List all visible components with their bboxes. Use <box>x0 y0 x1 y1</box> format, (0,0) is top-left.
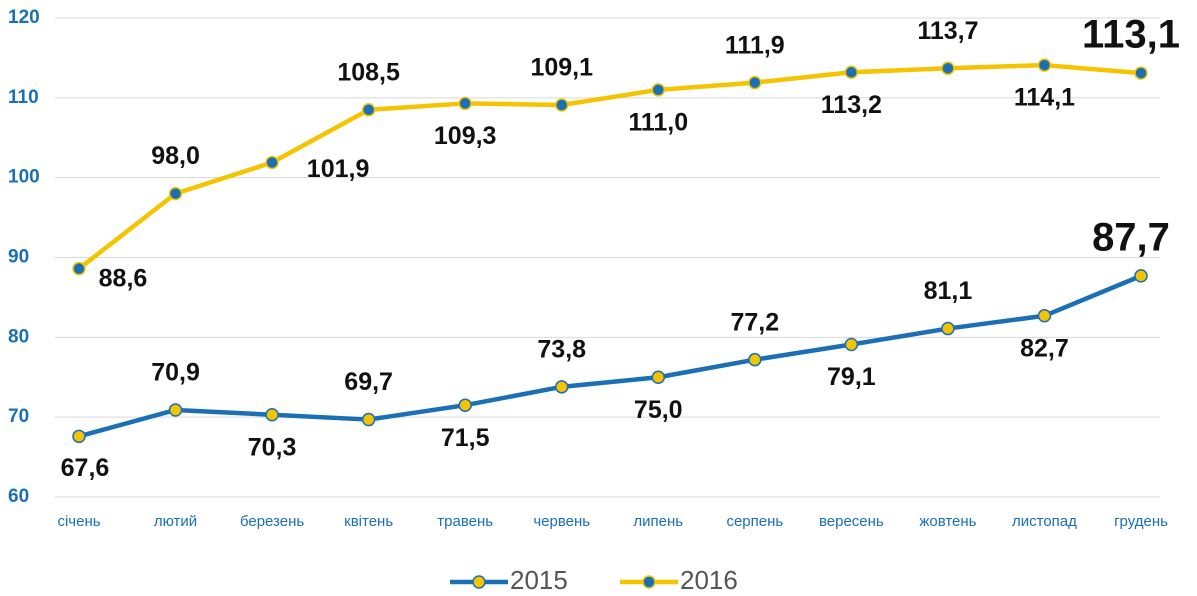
marker <box>748 75 762 90</box>
data-label: 111,9 <box>725 31 785 59</box>
legend-label: 2016 <box>680 565 738 595</box>
y-tick-label: 70 <box>8 406 29 427</box>
marker <box>554 380 569 394</box>
data-label: 75,0 <box>634 396 683 424</box>
y-tick-label: 120 <box>8 7 40 28</box>
y-tick-label: 80 <box>8 326 29 347</box>
y-tick-label: 110 <box>8 87 39 108</box>
data-label: 69,7 <box>344 368 393 396</box>
marker <box>844 65 859 80</box>
x-tick-label: січень <box>57 513 100 530</box>
x-tick-label: листопад <box>1012 513 1077 530</box>
marker <box>1037 58 1052 72</box>
data-label: 67,6 <box>61 454 110 482</box>
data-label: 87,7 <box>1092 215 1170 259</box>
x-tick-label: березень <box>240 513 304 530</box>
marker <box>1134 269 1148 283</box>
data-label: 79,1 <box>827 363 876 391</box>
x-tick-label: квітень <box>344 513 393 530</box>
data-label: 113,1 <box>1082 13 1180 57</box>
x-tick-label: червень <box>533 513 590 530</box>
data-label: 101,9 <box>307 155 370 183</box>
y-tick-label: 100 <box>8 167 40 188</box>
data-label: 88,6 <box>99 264 148 292</box>
series-line <box>78 273 1142 439</box>
legend-marker <box>472 575 486 589</box>
x-tick-label: серпень <box>726 513 783 530</box>
legend-marker <box>642 575 656 589</box>
marker <box>361 412 376 427</box>
marker <box>458 96 472 111</box>
marker <box>361 103 376 117</box>
marker <box>72 429 86 444</box>
marker <box>168 186 183 201</box>
data-label: 81,1 <box>924 277 973 305</box>
data-label: 109,3 <box>434 122 497 150</box>
data-label: 108,5 <box>337 58 400 86</box>
marker <box>265 155 279 170</box>
data-label: 71,5 <box>441 424 490 452</box>
marker <box>941 321 955 336</box>
data-label: 113,2 <box>821 91 882 119</box>
data-label: 70,3 <box>248 433 297 461</box>
y-tick-label: 90 <box>8 247 29 268</box>
x-tick-label: грудень <box>1114 513 1168 530</box>
x-tick-label: травень <box>437 513 493 530</box>
data-label: 109,1 <box>530 54 593 82</box>
y-tick-label: 60 <box>8 486 29 507</box>
data-label: 98,0 <box>151 142 200 170</box>
marker <box>265 408 279 422</box>
data-label: 77,2 <box>730 308 779 336</box>
x-tick-label: липень <box>633 513 683 530</box>
marker <box>748 352 762 367</box>
x-tick-label: лютий <box>154 513 197 530</box>
marker <box>941 61 955 76</box>
data-label: 82,7 <box>1020 334 1069 362</box>
data-label: 111,0 <box>628 108 688 136</box>
marker <box>651 83 666 97</box>
data-label: 73,8 <box>537 335 586 363</box>
legend-label: 2015 <box>510 565 568 595</box>
marker <box>458 398 472 412</box>
marker <box>554 98 569 112</box>
data-label: 114,1 <box>1014 84 1075 112</box>
data-label: 70,9 <box>151 359 200 387</box>
x-tick-label: вересень <box>819 513 884 530</box>
marker <box>1037 309 1052 323</box>
data-label: 113,7 <box>917 17 978 45</box>
marker <box>844 337 859 352</box>
x-tick-label: жовтень <box>919 513 976 530</box>
series-line <box>77 62 1142 271</box>
marker <box>1134 66 1148 80</box>
marker <box>72 261 86 276</box>
marker <box>651 370 666 384</box>
marker <box>168 403 183 417</box>
